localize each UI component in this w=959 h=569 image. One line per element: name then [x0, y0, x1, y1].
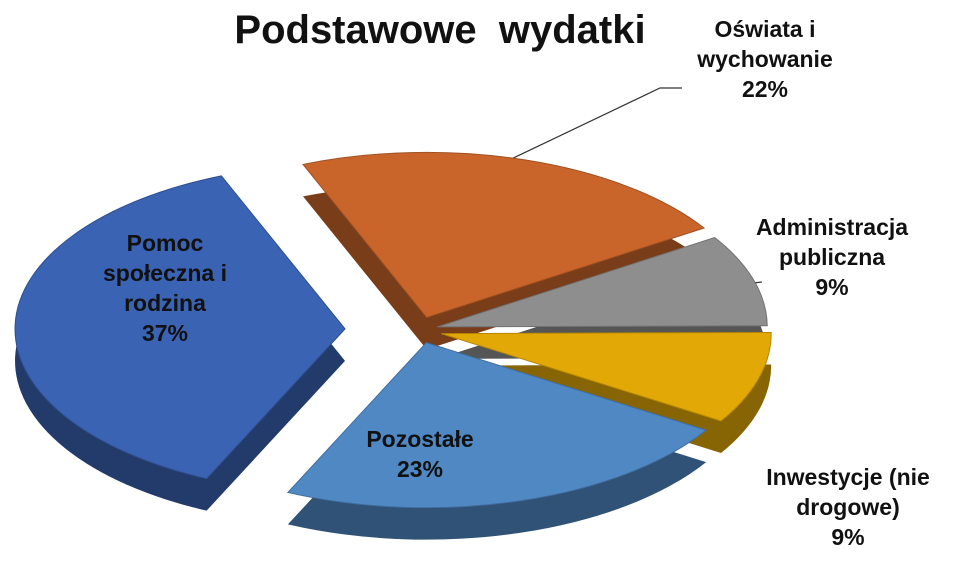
- chart-title: Podstawowe wydatki: [234, 8, 646, 52]
- pie-slice: [437, 236, 768, 328]
- leader-line: [504, 87, 682, 163]
- value-label: 23%: [396, 456, 444, 482]
- data-label: Pomoc społeczna i rodzina 37%: [75, 228, 255, 348]
- category-label: Inwestycje (nie drogowe): [766, 464, 930, 520]
- data-label: Administracja publiczna 9%: [727, 212, 937, 302]
- pie-slice: [14, 175, 346, 480]
- data-label: Inwestycje (nie drogowe) 9%: [733, 462, 959, 552]
- pie-slice: [441, 331, 772, 422]
- value-label: 9%: [815, 274, 849, 300]
- slices: [14, 151, 772, 540]
- category-label: Administracja publiczna: [755, 214, 909, 270]
- category-label: Pozostałe: [366, 426, 474, 452]
- category-label: Pomoc społeczna i rodzina: [103, 230, 227, 316]
- data-label: Pozostałe 23%: [335, 424, 505, 484]
- value-label: 37%: [141, 320, 189, 346]
- value-label: 22%: [741, 76, 789, 102]
- pie-slice: [286, 342, 708, 509]
- category-label: Oświata i wychowanie: [697, 16, 833, 72]
- value-label: 9%: [831, 524, 865, 550]
- pie-slice: [302, 151, 706, 318]
- data-label: Oświata i wychowanie 22%: [665, 14, 865, 104]
